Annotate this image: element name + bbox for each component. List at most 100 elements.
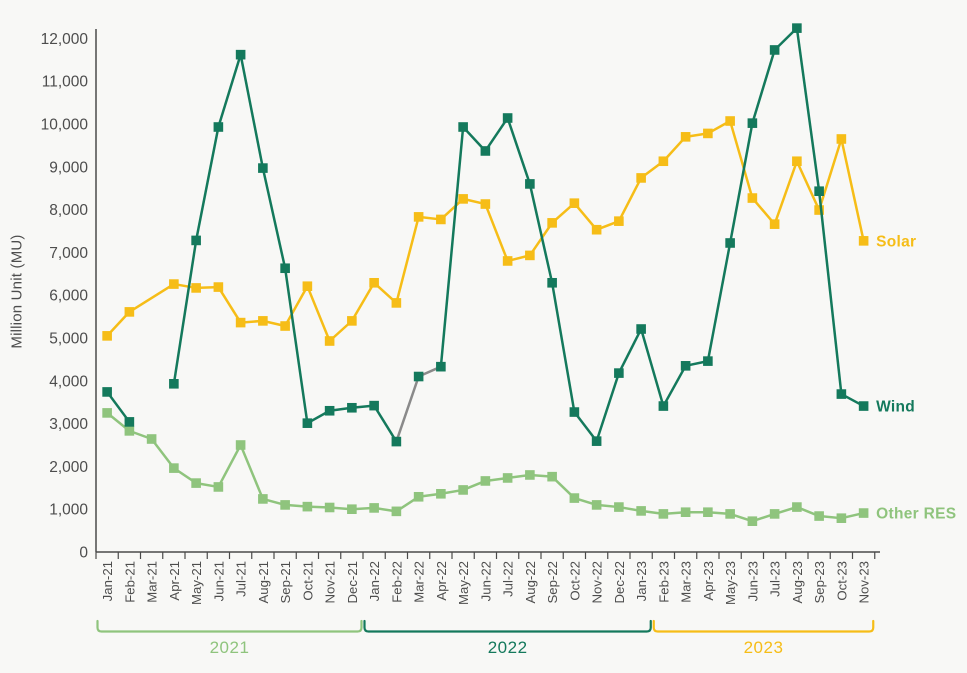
x-axis-tick-label: Oct-21: [300, 561, 315, 601]
series-line-wind: [728, 122, 754, 244]
x-axis-tick-label: May-21: [189, 561, 204, 605]
x-axis-tick-label: Mar-22: [412, 561, 427, 603]
y-axis-tick-label: 7,000: [49, 245, 88, 262]
x-axis-tick-label: Feb-22: [389, 561, 404, 603]
series-label-wind: Wind: [876, 399, 915, 416]
y-axis-tick-label: 2,000: [49, 459, 88, 476]
series-label-other-res: Other RES: [876, 506, 956, 523]
series-marker-solar: [324, 336, 335, 346]
series-line-wind: [817, 191, 843, 395]
series-marker-solar: [391, 298, 402, 308]
series-marker-solar: [169, 279, 179, 289]
series-marker-solar: [502, 256, 513, 266]
series-line-solar: [817, 138, 843, 211]
x-axis-tick-label: Apr-22: [434, 561, 449, 601]
series-marker-other-res: [725, 509, 735, 519]
series-marker-wind: [769, 45, 780, 55]
series-line-wind: [194, 126, 220, 241]
series-marker-other-res: [769, 509, 780, 519]
series-marker-wind: [280, 263, 290, 274]
series-marker-other-res: [324, 502, 335, 513]
series-marker-wind: [502, 113, 513, 123]
series-line-wind: [706, 242, 732, 362]
x-axis-tick-label: Aug-23: [790, 561, 805, 604]
series-marker-wind: [191, 235, 201, 246]
year-label-2021: 2021: [210, 638, 250, 657]
series-marker-other-res: [235, 440, 246, 450]
y-axis-tick-label: 11,000: [42, 74, 89, 91]
year-bracket-2021: [96, 619, 363, 633]
x-axis-tick-label: May-22: [456, 561, 471, 605]
series-marker-solar: [658, 156, 669, 167]
series-marker-solar: [547, 218, 557, 228]
series-marker-solar: [124, 307, 135, 317]
series-line-wind: [662, 365, 687, 407]
series-line-wind: [550, 282, 576, 413]
x-axis-tick-label: Feb-21: [122, 561, 137, 603]
series-marker-solar: [569, 198, 580, 208]
series-marker-solar: [436, 214, 446, 225]
series-marker-other-res: [413, 491, 424, 502]
series-marker-solar: [703, 128, 713, 139]
series-line-solar: [395, 216, 420, 304]
year-label-2023: 2023: [744, 638, 784, 657]
series-line-solar: [484, 203, 509, 262]
series-marker-wind: [235, 49, 246, 60]
year-bracket-2023: [652, 619, 875, 633]
series-line-wind: [439, 126, 465, 367]
year-label-2022: 2022: [488, 638, 528, 657]
series-marker-solar: [369, 277, 379, 288]
series-marker-solar: [636, 173, 646, 183]
series-marker-solar: [280, 321, 290, 331]
series-marker-wind: [458, 122, 468, 132]
y-axis-tick-label: 1,000: [49, 502, 88, 519]
series-marker-other-res: [747, 516, 758, 526]
series-marker-other-res: [191, 478, 201, 488]
y-axis-tick-label: 10,000: [41, 117, 89, 134]
series-line-wind: [528, 183, 554, 284]
y-axis-tick-label: 9,000: [49, 159, 88, 176]
series-line-wind: [373, 404, 398, 443]
series-marker-wind: [369, 400, 379, 411]
series-marker-other-res: [146, 434, 157, 444]
x-axis-tick-label: Jun-22: [478, 561, 493, 601]
series-line-wind: [639, 328, 665, 407]
series-marker-other-res: [302, 501, 313, 512]
x-axis-tick-label: Nov-23: [857, 561, 872, 604]
series-marker-wind: [836, 389, 847, 399]
series-marker-solar: [614, 216, 624, 226]
series-line-wind: [573, 411, 598, 442]
series-marker-wind: [169, 378, 179, 389]
series-marker-other-res: [792, 502, 802, 512]
series-marker-other-res: [124, 426, 135, 436]
x-axis-tick-label: Mar-21: [145, 561, 160, 603]
x-axis-tick-label: Jun-21: [211, 561, 226, 601]
series-line-wind: [484, 117, 509, 152]
series-marker-solar: [480, 199, 491, 209]
series-marker-other-res: [636, 506, 646, 516]
series-marker-solar: [747, 193, 758, 203]
series-marker-other-res: [213, 482, 224, 492]
x-axis-tick-label: Jul-23: [768, 561, 783, 597]
series-marker-solar: [836, 134, 847, 144]
x-axis-tick-label: Apr-21: [167, 561, 182, 601]
series-marker-solar: [858, 236, 869, 246]
series-marker-solar: [792, 156, 802, 167]
series-marker-wind: [614, 368, 624, 378]
x-axis-tick-label: Jun-23: [745, 561, 760, 601]
series-marker-wind: [792, 23, 802, 33]
x-axis-tick-label: Dec-22: [612, 561, 627, 604]
x-axis-tick-label: Oct-22: [567, 561, 582, 601]
series-marker-wind: [324, 405, 335, 416]
series-marker-wind: [391, 436, 402, 447]
x-axis-tick-label: Aug-22: [523, 561, 538, 604]
series-marker-wind: [302, 418, 313, 428]
series-marker-wind: [525, 179, 535, 189]
series-line-wind: [239, 54, 265, 169]
x-axis-tick-label: Oct-23: [834, 561, 849, 601]
series-marker-solar: [591, 224, 602, 235]
series-line-wind: [506, 117, 532, 185]
series-line-solar: [728, 120, 754, 199]
series-marker-solar: [725, 116, 735, 126]
series-line-solar: [350, 282, 376, 322]
